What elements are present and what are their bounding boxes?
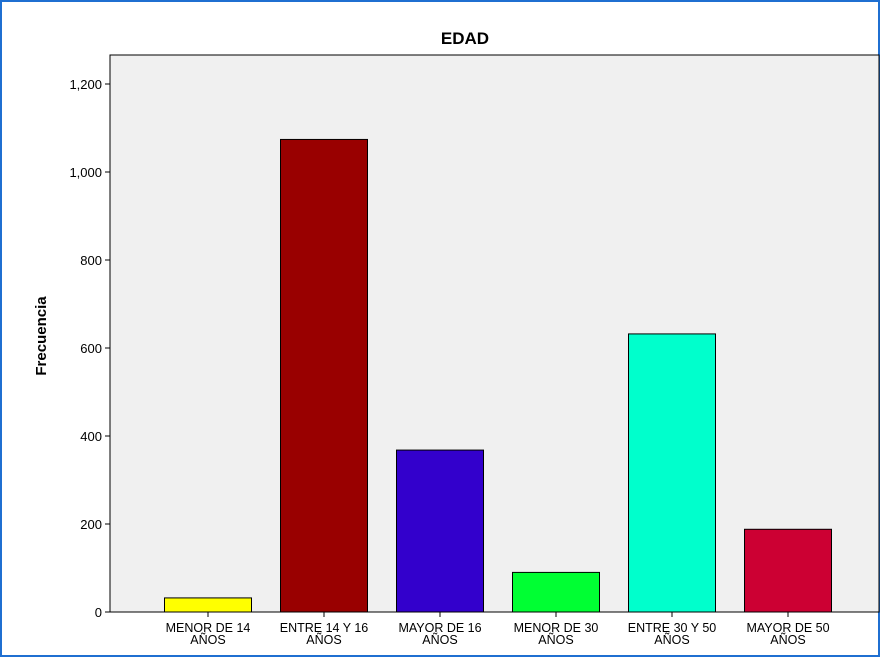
y-axis-label: Frecuencia [33, 296, 50, 376]
plot-area [109, 54, 880, 613]
bar[interactable] [744, 528, 832, 613]
chart-title: EDAD [441, 29, 489, 48]
y-tick-label: 200 [80, 517, 102, 532]
bars-group [164, 138, 832, 613]
bar[interactable] [512, 571, 600, 613]
y-tick-label: 800 [80, 253, 102, 268]
x-tick-label: AÑOS [190, 633, 225, 647]
x-tick-label: MAYOR DE 16 [398, 621, 481, 635]
y-tick-label: 1,200 [69, 77, 102, 92]
x-tick-label: MENOR DE 14 [166, 621, 251, 635]
bar[interactable] [164, 597, 252, 613]
y-tick-label: 0 [95, 605, 102, 620]
x-tick-label: ENTRE 30 Y 50 [628, 621, 717, 635]
x-tick-label: AÑOS [770, 633, 805, 647]
x-tick-label: MENOR DE 30 [514, 621, 599, 635]
y-tick-label: 400 [80, 429, 102, 444]
x-tick-label: MAYOR DE 50 [746, 621, 829, 635]
x-tick-label: ENTRE 14 Y 16 [280, 621, 369, 635]
bar[interactable] [396, 449, 484, 613]
x-tick-label: AÑOS [654, 633, 689, 647]
y-tick-label: 1,000 [69, 165, 102, 180]
bar[interactable] [280, 138, 368, 613]
x-tick-label: AÑOS [422, 633, 457, 647]
x-tick-label: AÑOS [538, 633, 573, 647]
y-axis: 0 200 400 600 800 1,000 1,200 [69, 77, 110, 620]
x-tick-label: AÑOS [306, 633, 341, 647]
bar[interactable] [628, 333, 716, 613]
y-tick-label: 600 [80, 341, 102, 356]
